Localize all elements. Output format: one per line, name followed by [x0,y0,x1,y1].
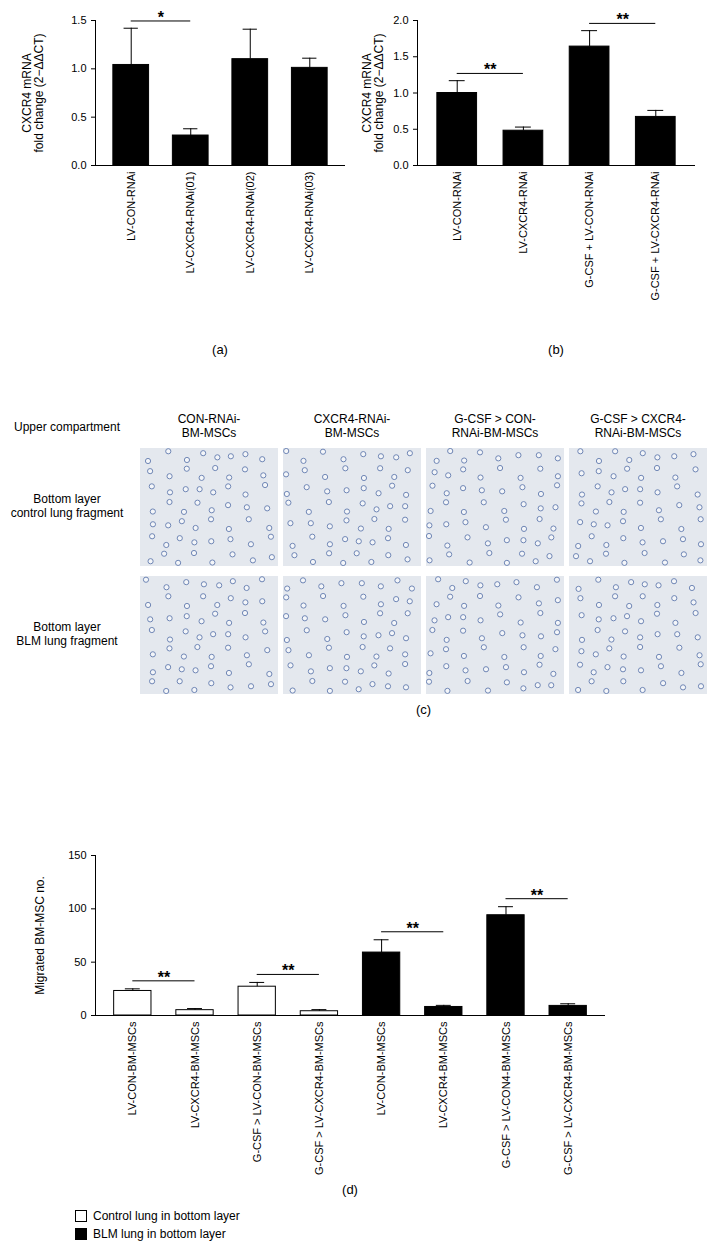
svg-text:CXCR4 mRNAfold change (2−ΔΔCT): CXCR4 mRNAfold change (2−ΔΔCT) [360,33,386,152]
svg-text:G-CSF > LV-CXCR4-BM-MSCs: G-CSF > LV-CXCR4-BM-MSCs [562,1021,574,1175]
svg-text:LV-CXCR4-RNAi(03): LV-CXCR4-RNAi(03) [303,172,315,274]
html-text:Bottom layer BLM lung fragment: Bottom layer BLM lung fragment [16,620,118,648]
svg-text:G-CSF > LV-CON-BM-MSCs: G-CSF > LV-CON-BM-MSCs [251,1021,263,1162]
svg-text:LV-CON-BM-MSCs: LV-CON-BM-MSCs [126,1021,138,1115]
html-text:G-CSF > CON- RNAi-BM-MSCs: G-CSF > CON- RNAi-BM-MSCs [451,412,539,440]
svg-text:G-CSF > LV-CON4-BM-MSCs: G-CSF > LV-CON4-BM-MSCs [500,1021,512,1168]
html-text:Control lung in bottom layer: Control lung in bottom layer [93,1209,240,1223]
svg-text:150: 150 [68,849,86,861]
svg-text:LV-CXCR4-BM-MSCs: LV-CXCR4-BM-MSCs [189,1021,201,1128]
svg-text:LV-CON-RNAi: LV-CON-RNAi [125,172,137,241]
svg-text:0.5: 0.5 [71,111,86,123]
svg-text:0.0: 0.0 [393,159,408,171]
svg-text:**: ** [282,962,295,979]
svg-text:LV-CXCR4-BM-MSCs: LV-CXCR4-BM-MSCs [437,1021,449,1128]
html-text:BLM lung in bottom layer: BLM lung in bottom layer [93,1227,226,1241]
svg-text:LV-CON-RNAi: LV-CON-RNAi [451,172,463,241]
html-text:Upper compartment: Upper compartment [14,420,120,434]
svg-text:50: 50 [74,956,86,968]
svg-text:1.0: 1.0 [393,87,408,99]
svg-text:0: 0 [80,1009,86,1021]
svg-text:**: ** [531,887,544,904]
html-text:(b): (b) [548,342,564,357]
svg-text:*: * [158,9,165,26]
html-text:(d): (d) [342,1182,358,1197]
svg-text:0.0: 0.0 [71,159,86,171]
html-text:Bottom layer control lung frag: Bottom layer control lung fragment [10,492,124,520]
html-text:CON-RNAi- BM-MSCs: CON-RNAi- BM-MSCs [177,412,241,440]
svg-text:G-CSF + LV-CXCR4-RNAi: G-CSF + LV-CXCR4-RNAi [649,172,661,301]
svg-text:**: ** [158,969,171,986]
svg-text:G-CSF > LV-CXCR4-BM-MSCs: G-CSF > LV-CXCR4-BM-MSCs [313,1021,325,1175]
svg-text:**: ** [616,11,629,28]
html-text:(a): (a) [212,342,228,357]
svg-text:LV-CXCR4-RNAi(01): LV-CXCR4-RNAi(01) [184,172,196,274]
svg-text:LV-CXCR4-RNAi: LV-CXCR4-RNAi [517,172,529,254]
html-text:(c): (c) [415,702,432,717]
svg-text:CXCR4 mRNAfold change (2−ΔΔCT): CXCR4 mRNAfold change (2−ΔΔCT) [20,33,46,152]
svg-text:**: ** [484,61,497,78]
svg-text:1.5: 1.5 [71,14,86,26]
html-text:G-CSF > CXCR4- RNAi-BM-MSCs: G-CSF > CXCR4- RNAi-BM-MSCs [590,412,686,440]
svg-text:1.5: 1.5 [393,50,408,62]
svg-text:Migrated BM-MSC no.: Migrated BM-MSC no. [33,876,47,995]
svg-text:LV-CXCR4-RNAi(02): LV-CXCR4-RNAi(02) [244,172,256,274]
svg-text:LV-CON-BM-MSCs: LV-CON-BM-MSCs [375,1021,387,1115]
svg-text:G-CSF + LV-CON-RNAi: G-CSF + LV-CON-RNAi [583,172,595,288]
svg-text:100: 100 [68,902,86,914]
svg-text:2.0: 2.0 [393,14,408,26]
svg-text:**: ** [406,920,419,937]
svg-text:1.0: 1.0 [71,62,86,74]
html-text:CXCR4-RNAi- BM-MSCs: CXCR4-RNAi- BM-MSCs [313,412,391,440]
svg-text:0.5: 0.5 [393,123,408,135]
